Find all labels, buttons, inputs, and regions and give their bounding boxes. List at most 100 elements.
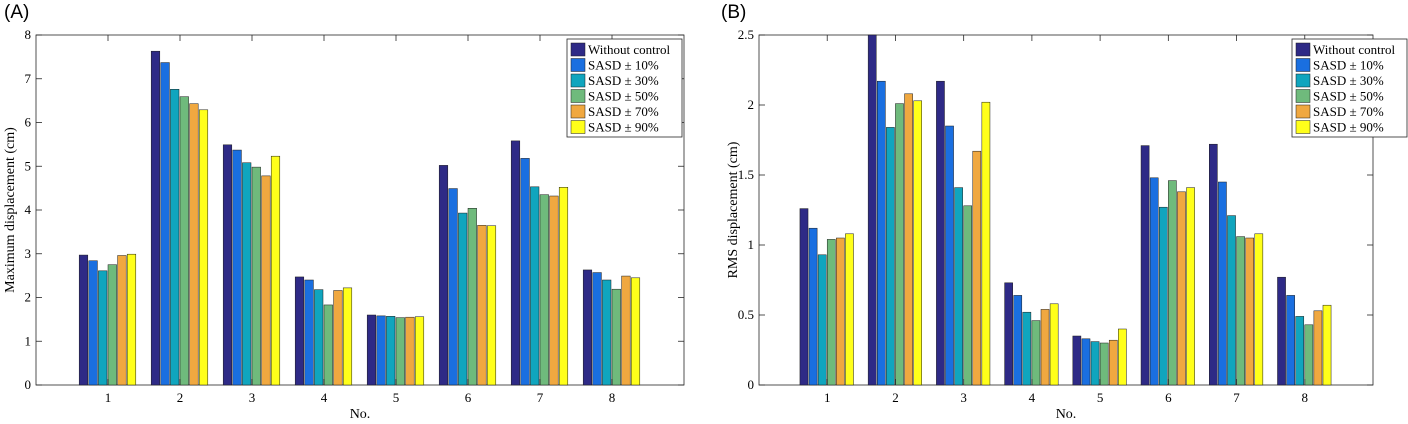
chart-a-bar-s1-c1 [78,254,89,386]
chart-b-bar-s4-c3 [963,205,973,386]
chart-a-ytick-label: 5 [25,158,32,173]
chart-b-xtick-label: 4 [1029,390,1036,405]
chart-a-ytick-label: 7 [25,71,32,86]
chart-a-xtick-label: 1 [105,390,112,405]
chart-a-bar-s4-c4 [323,304,333,386]
chart-b-xtick-label: 1 [824,390,831,405]
chart-a-bar-s2-c7 [520,158,530,386]
chart-a-bar-s3-c4 [314,289,324,386]
chart-b-bar-s4-c4 [1031,320,1041,386]
chart-a-bar-s1-c5 [366,314,377,386]
chart-a-bar-s5-c4 [333,290,343,386]
chart-b-axes-box [758,34,1374,386]
chart-a-bar-s5-c5 [405,316,415,386]
chart-b-ytick-label: 0 [748,377,755,392]
chart-b-bar-s3-c4 [1022,311,1032,386]
chart-a-bar-s6-c3 [270,155,281,386]
chart-b-ylabel: RMS displacement (cm) [726,141,741,278]
chart-a-bar-s6-c1 [126,253,137,386]
chart-b-bar-s3-c7 [1227,215,1236,386]
chart-a-legend-label-2: SASD ± 10% [588,58,659,73]
chart-b-bar-s5-c2 [904,93,913,386]
chart-a-bar-s2-c4 [304,279,314,386]
chart-b-bar-s2-c8 [1286,295,1295,386]
chart-a-bar-s4-c1 [107,264,117,386]
chart-b-bar-s2-c5 [1081,338,1091,386]
chart-b-ytick-label: 1.5 [738,167,754,182]
chart-a-xtick-label: 4 [321,390,328,405]
chart-b-bar-s5-c3 [972,150,982,386]
chart-a-bar-s2-c1 [88,260,98,386]
chart-a-legend-swatch-4 [570,89,586,103]
chart-b-legend-label-5: SASD ± 70% [1313,104,1384,119]
chart-b-xtick-label: 8 [1302,390,1309,405]
chart-b-legend-label-3: SASD ± 30% [1313,73,1384,88]
chart-a-bar-s6-c5 [414,316,425,386]
chart-b-xtick-label: 5 [1097,390,1104,405]
chart-b-bar-s1-c5 [1072,335,1082,386]
chart-a-xtick-label: 3 [249,390,256,405]
chart-a-bar-s5-c1 [117,255,127,386]
chart-a-ytick-label: 3 [25,246,32,261]
chart-a-bar-s2-c5 [376,315,386,386]
chart-a-bar-s6-c6 [486,225,497,386]
chart-a-bar-s6-c7 [558,187,569,386]
chart-a-legend-swatch-6 [570,120,586,134]
chart-a-xtick-label: 8 [609,390,616,405]
chart-a-legend-label-1: Without control [588,42,671,57]
chart-b-xtick-label: 6 [1165,390,1172,405]
chart-a-bar-s3-c7 [530,186,540,386]
chart-a-legend-label-3: SASD ± 30% [588,73,659,88]
chart-b-legend-swatch-1 [1295,42,1311,57]
chart-a-legend-label-5: SASD ± 70% [588,104,659,119]
chart-b-legend-swatch-2 [1295,58,1311,72]
chart-b-bar-s3-c1 [817,254,827,386]
chart-b-bar-s3-c2 [886,127,895,386]
chart-a-bar-s2-c3 [232,149,242,386]
chart-b-bar-s3-c3 [954,187,963,386]
chart-b-bar-s6-c5 [1118,328,1127,386]
chart-b-bar-s6-c7 [1254,233,1264,386]
chart-a-bar-s4-c8 [611,288,621,386]
chart-b-bar-s1-c1 [799,208,809,386]
chart-a-bar-s4-c3 [251,166,261,386]
chart-a-bar-s3-c1 [98,270,108,386]
chart-b-legend-label-4: SASD ± 50% [1313,89,1384,104]
chart-a-legend-swatch-5 [570,104,586,119]
chart-b-bar-s1-c6 [1140,145,1150,386]
chart-b-ytick-label: 2 [748,97,755,112]
chart-a-ytick-label: 4 [25,202,32,217]
chart-a-bar-s3-c5 [386,316,396,386]
chart-a-xlabel: No. [350,407,371,422]
chart-b-ytick-label: 2.5 [738,27,754,42]
chart-b-bar-s2-c6 [1149,177,1159,386]
chart-b-bar-s6-c1 [845,233,854,386]
chart-a-legend-label-4: SASD ± 50% [588,89,659,104]
chart-b-bar-s5-c1 [836,237,845,386]
chart-b-legend-swatch-5 [1295,104,1311,119]
chart-b-bar-s4-c8 [1304,324,1314,386]
chart-a-bar-s4-c5 [395,317,405,386]
chart-b-bar-s2-c1 [808,227,818,386]
chart-b-bar-s2-c7 [1218,181,1227,386]
chart-a-legend-swatch-1 [570,42,586,57]
chart-a-bar-s1-c7 [510,140,521,386]
chart-b-bar-s4-c2 [895,103,904,386]
chart-b-bar-s3-c5 [1090,341,1100,386]
chart-a-bar-s4-c7 [539,194,549,386]
chart-a-ytick-label: 6 [25,115,32,130]
chart-b-bar-s1-c8 [1277,276,1286,386]
chart-a-bar-s4-c2 [179,96,189,386]
chart-b-bar-s4-c6 [1168,180,1177,386]
chart-b-ytick-label: 1 [748,237,755,252]
chart-b-legend-swatch-3 [1295,73,1311,88]
chart-a-xtick-label: 7 [537,390,544,405]
chart-b-bar-s6-c3 [981,101,991,386]
chart-a-legend-label-6: SASD ± 90% [588,120,659,135]
chart-a-bar-s5-c7 [549,195,559,386]
chart-b-bar-s5-c6 [1177,191,1186,386]
chart-a-legend-swatch-2 [570,58,586,72]
chart-b-xtick-label: 2 [892,390,899,405]
chart-a-bar-s2-c6 [448,188,458,386]
chart-a-bar-s3-c2 [170,89,180,386]
